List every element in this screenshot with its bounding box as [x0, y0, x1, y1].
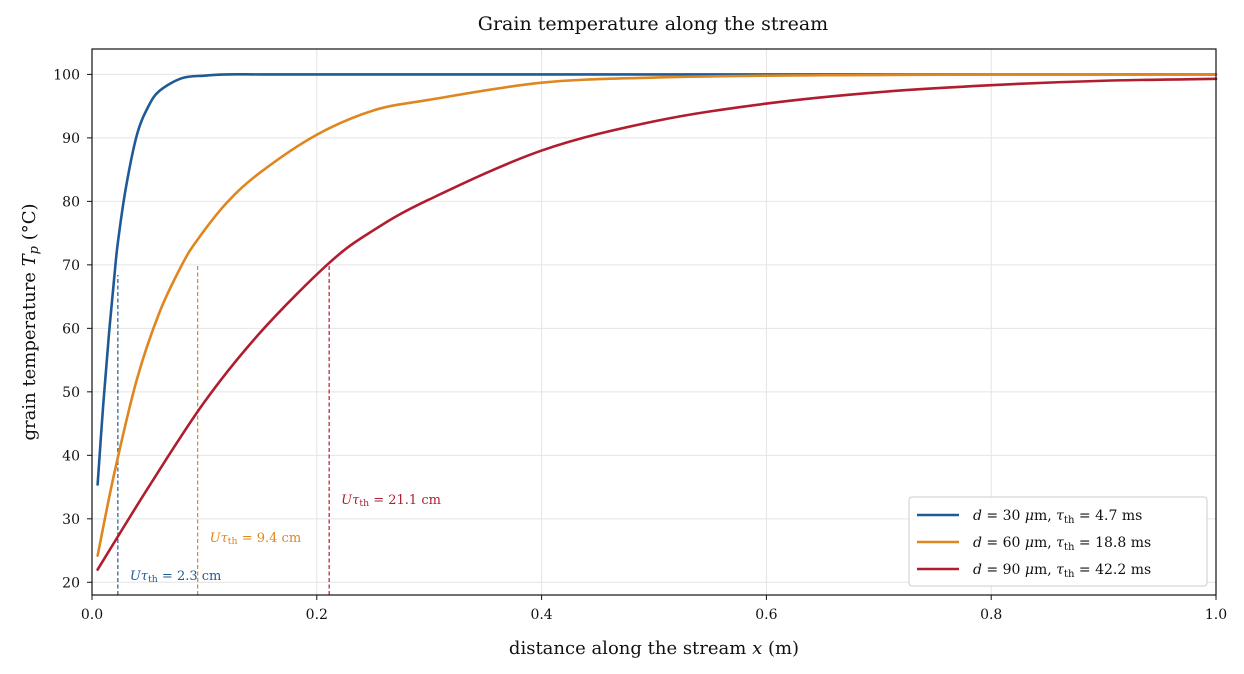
- marker-label-2: Uτth = 9.4 cm: [210, 531, 302, 547]
- y-tick-label: 50: [62, 385, 80, 401]
- x-axis-label: distance along the stream x (m): [509, 638, 799, 659]
- y-axis-label: grain temperature Tp (°C): [19, 203, 42, 440]
- chart-title: Grain temperature along the stream: [478, 13, 828, 35]
- x-tick-label: 0.8: [980, 607, 1002, 623]
- y-tick-label: 80: [62, 194, 80, 210]
- legend-box: [908, 496, 1208, 587]
- marker-label-1: Uτth = 2.3 cm: [130, 569, 222, 585]
- y-tick-label: 90: [62, 131, 80, 147]
- x-tick-label: 0.6: [755, 607, 777, 623]
- y-tick-label: 70: [62, 258, 80, 274]
- y-tick-label: 20: [62, 575, 80, 591]
- legend: d = 30 μm, τth = 4.7 ms d = 60 μm, τth = …: [908, 496, 1208, 587]
- x-tick-label: 0.2: [306, 607, 328, 623]
- y-tick-label: 30: [62, 512, 80, 528]
- y-tick-label: 40: [62, 448, 80, 464]
- legend-entry-3: d = 90 μm, τth = 42.2 ms: [973, 562, 1151, 580]
- plot-frame: [91, 48, 1217, 596]
- x-tick-label: 1.0: [1205, 607, 1227, 623]
- x-tick-label: 0.4: [530, 607, 552, 623]
- tick-layer: 0.0 0.2 0.4 0.6 0.8 1.0 20 30 40 50 60 70 80 90 100: [53, 67, 1227, 623]
- x-tick-label: 0.0: [81, 607, 103, 623]
- series-layer: [96, 73, 1218, 571]
- annotation-layer: Uτth = 2.3 cm Uτth = 9.4 cm Uτth = 21.1 cm: [130, 493, 441, 585]
- marker-label-3: Uτth = 21.1 cm: [341, 493, 441, 509]
- legend-entry-2: d = 60 μm, τth = 18.8 ms: [973, 535, 1151, 553]
- series-line-2: [96, 73, 1218, 557]
- y-tick-label: 100: [53, 67, 80, 83]
- legend-entry-1: d = 30 μm, τth = 4.7 ms: [973, 508, 1142, 526]
- series-line-3: [96, 77, 1218, 571]
- marker-layer: [117, 262, 330, 595]
- series-line-1: [96, 73, 1218, 486]
- y-tick-label: 60: [62, 321, 80, 337]
